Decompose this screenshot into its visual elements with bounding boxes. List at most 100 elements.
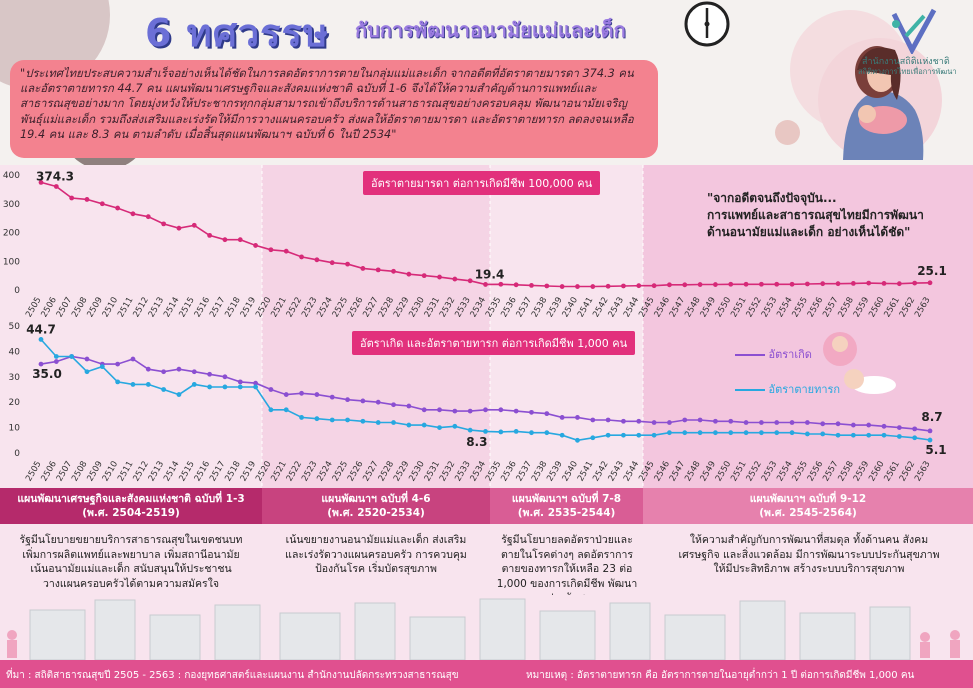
nso-logo-icon <box>891 8 937 54</box>
data-point <box>329 260 335 266</box>
hospital-buildings-illustration <box>0 595 973 660</box>
data-point <box>391 268 396 274</box>
data-point <box>621 283 626 289</box>
data-point <box>667 430 672 436</box>
data-point <box>84 369 90 375</box>
data-point <box>437 425 442 430</box>
period-3-years: (พ.ศ. 2535-2544) <box>517 507 616 519</box>
data-point <box>590 435 596 441</box>
data-point <box>804 420 810 425</box>
data-point <box>896 434 902 439</box>
data-label: 8.7 <box>921 410 942 424</box>
logo-text: สำนักงานสถิติแห่งชาติ <box>862 57 950 67</box>
period-3-desc: รัฐมีนโยบายลดอัตราป่วยและ ตายในโรคต่างๆ … <box>496 534 638 604</box>
data-point <box>758 281 764 287</box>
data-point <box>850 432 856 438</box>
maternal-mortality-chart: 0100200300400250525062507250825092510251… <box>3 169 947 317</box>
data-point <box>789 420 795 425</box>
data-point <box>84 197 90 202</box>
data-point <box>222 237 228 243</box>
data-point <box>115 379 121 385</box>
data-point <box>268 247 274 253</box>
data-point <box>406 422 412 428</box>
data-point <box>559 415 565 420</box>
data-point <box>360 398 366 404</box>
data-point <box>866 280 872 286</box>
data-point <box>559 284 565 289</box>
data-point <box>115 205 121 211</box>
period-1-header: แผนพัฒนาเศรษฐกิจและสังคมแห่งชาติ ฉบับที่… <box>0 488 262 524</box>
data-label: 8.3 <box>466 435 487 449</box>
data-point <box>605 432 611 438</box>
data-point <box>207 384 213 390</box>
data-point <box>774 430 780 436</box>
period-2-header: แผนพัฒนาฯ ฉบับที่ 4-6 (พ.ศ. 2520-2534) <box>262 488 490 524</box>
data-point <box>820 431 826 437</box>
data-point <box>237 384 243 390</box>
data-point <box>498 281 504 287</box>
data-label: 374.3 <box>36 169 74 183</box>
data-point <box>529 283 534 288</box>
data-point <box>253 384 258 390</box>
data-point <box>145 382 151 387</box>
data-point <box>283 392 289 397</box>
data-point <box>53 184 59 189</box>
y-tick-label: 200 <box>3 229 20 239</box>
data-point <box>452 276 458 282</box>
page-title: 6 ทศวรรษ <box>145 11 330 55</box>
data-point <box>697 430 703 436</box>
data-point <box>145 214 151 220</box>
data-point <box>222 384 228 390</box>
data-point <box>161 369 167 375</box>
data-point <box>99 201 105 207</box>
period-4-header: แผนพัฒนาฯ ฉบับที่ 9-12 (พ.ศ. 2545-2564) <box>643 488 973 524</box>
data-point <box>299 390 304 396</box>
data-point <box>513 282 519 288</box>
y-tick-label: 100 <box>3 257 20 267</box>
data-point <box>329 417 335 423</box>
data-point <box>498 407 504 413</box>
birth-infant-chart: 0102030405025052506250725082509251025112… <box>9 322 947 483</box>
data-point <box>130 356 136 362</box>
data-point <box>850 280 856 286</box>
data-point <box>145 366 151 372</box>
data-point <box>483 429 488 434</box>
mother-baby-illustration <box>818 38 942 160</box>
data-point <box>375 267 381 273</box>
period-4-years: (พ.ศ. 2545-2564) <box>759 507 857 519</box>
data-point <box>697 282 703 287</box>
data-point <box>697 417 703 423</box>
data-point <box>651 420 657 425</box>
data-point <box>176 392 182 397</box>
data-point <box>605 283 611 289</box>
nso-logo: สำนักงานสถิติแห่งชาติ สถิติทางการไทยเพื่… <box>858 6 957 81</box>
data-point <box>912 435 918 441</box>
data-point <box>728 430 734 436</box>
periods-desc-bg <box>0 524 973 595</box>
period-1-title: แผนพัฒนาเศรษฐกิจและสังคมแห่งชาติ ฉบับที่… <box>17 493 245 505</box>
data-point <box>713 282 718 287</box>
data-point <box>483 282 488 287</box>
data-point <box>544 283 550 289</box>
y-tick-label: 40 <box>9 347 21 357</box>
data-point <box>191 222 197 228</box>
period-3-title: แผนพัฒนาฯ ฉบับที่ 7-8 <box>511 493 622 505</box>
data-point <box>467 408 473 414</box>
data-point <box>667 420 672 425</box>
data-point <box>636 432 642 438</box>
data-point <box>575 284 580 289</box>
data-label: 25.1 <box>917 264 947 278</box>
data-label: 19.4 <box>475 267 505 281</box>
baby-wrapped-icon <box>823 332 857 366</box>
data-point <box>651 283 657 289</box>
data-point <box>53 359 59 364</box>
data-point <box>176 225 182 231</box>
clock-icon <box>684 1 730 47</box>
data-point <box>38 361 44 367</box>
footer: ที่มา : สถิติสาธารณสุขปี 2505 - 2563 : ก… <box>0 660 973 688</box>
data-point <box>636 283 642 289</box>
y-tick-label: 20 <box>9 398 21 408</box>
data-point <box>682 417 688 423</box>
data-point <box>69 195 75 201</box>
data-point <box>437 274 442 280</box>
